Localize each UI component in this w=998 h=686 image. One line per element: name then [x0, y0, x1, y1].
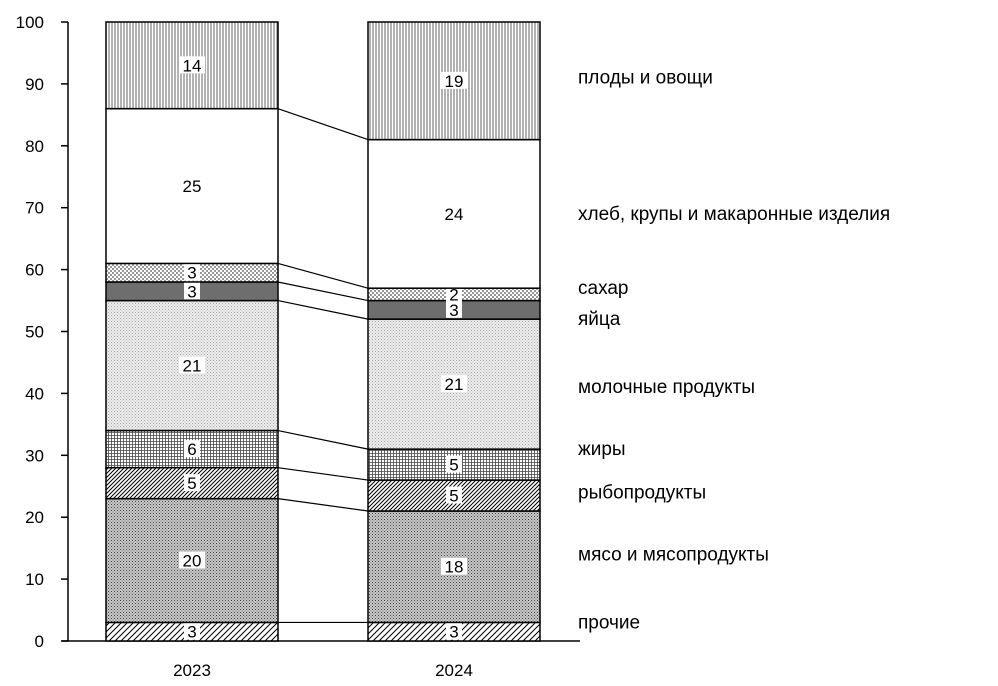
data-label-bg	[184, 474, 200, 492]
x-category-label: 2024	[435, 661, 473, 680]
data-label: 20	[183, 552, 202, 571]
y-tick-label: 0	[35, 632, 44, 651]
data-label-bg	[184, 263, 200, 281]
x-category-label: 2023	[173, 661, 211, 680]
series-connector	[277, 429, 369, 450]
data-label-bg	[441, 71, 467, 89]
legend-label: хлеб, крупы и макаронные изделия	[578, 204, 890, 225]
y-tick-label: 60	[25, 261, 44, 280]
data-label: 3	[449, 301, 458, 320]
y-tick-label: 80	[25, 137, 44, 156]
data-label-bg	[179, 551, 205, 569]
data-label-bg	[446, 622, 462, 640]
y-tick-label: 20	[25, 508, 44, 527]
y-tick-label: 40	[25, 384, 44, 403]
data-label: 3	[187, 282, 196, 301]
series-connector	[277, 108, 369, 141]
legend-label: прочие	[578, 612, 640, 633]
data-label-bg	[441, 557, 467, 575]
data-label: 24	[445, 205, 464, 224]
data-label: 5	[187, 474, 196, 493]
legend-label: рыбопродукты	[578, 482, 706, 503]
data-label-bg	[441, 204, 467, 222]
data-label: 21	[183, 357, 202, 376]
y-tick-label: 30	[25, 446, 44, 465]
legend-label: плоды и овощи	[578, 68, 713, 89]
data-label-bg	[184, 282, 200, 300]
data-label-bg	[446, 486, 462, 504]
y-tick-label: 50	[25, 323, 44, 342]
data-label: 21	[445, 375, 464, 394]
connector-lines	[277, 108, 369, 624]
y-tick-label: 100	[16, 13, 44, 32]
x-axis-labels: 2023 2024	[173, 661, 473, 680]
series-connector	[277, 467, 369, 481]
data-label-bg	[446, 455, 462, 473]
series-connector	[277, 262, 369, 289]
data-label: 3	[449, 623, 458, 642]
legend-label: жиры	[578, 439, 626, 460]
data-label: 2	[449, 285, 458, 304]
legend-label: сахар	[578, 278, 629, 299]
data-label-bg	[446, 300, 462, 318]
data-label-bg	[179, 177, 205, 195]
data-label: 5	[449, 487, 458, 506]
series-connector	[277, 498, 369, 512]
data-label: 18	[445, 558, 464, 577]
series-connector	[277, 299, 369, 320]
data-label: 14	[183, 56, 202, 75]
data-label-bg	[184, 622, 200, 640]
data-label-bg	[179, 356, 205, 374]
data-label-bg	[441, 375, 467, 393]
data-label-bg	[184, 440, 200, 458]
data-label: 3	[187, 623, 196, 642]
data-label: 3	[187, 264, 196, 283]
legend-label: молочные продукты	[578, 377, 755, 398]
data-label: 6	[187, 440, 196, 459]
legend-label: мясо и мясопродукты	[578, 544, 769, 565]
y-axis: 0 10 20 30 40 50 60 70 80 90 100	[16, 13, 580, 651]
data-label-bg	[446, 285, 462, 303]
data-label-bg	[179, 56, 205, 74]
y-tick-label: 90	[25, 75, 44, 94]
series-connector	[277, 281, 369, 302]
y-tick-label: 10	[25, 570, 44, 589]
data-label: 19	[445, 72, 464, 91]
legend: прочие мясо и мясопродукты рыбопродукты жир…	[578, 68, 890, 634]
y-tick-label: 70	[25, 199, 44, 218]
data-label: 5	[449, 456, 458, 475]
legend-label: яйца	[578, 309, 621, 330]
data-label: 25	[183, 177, 202, 196]
